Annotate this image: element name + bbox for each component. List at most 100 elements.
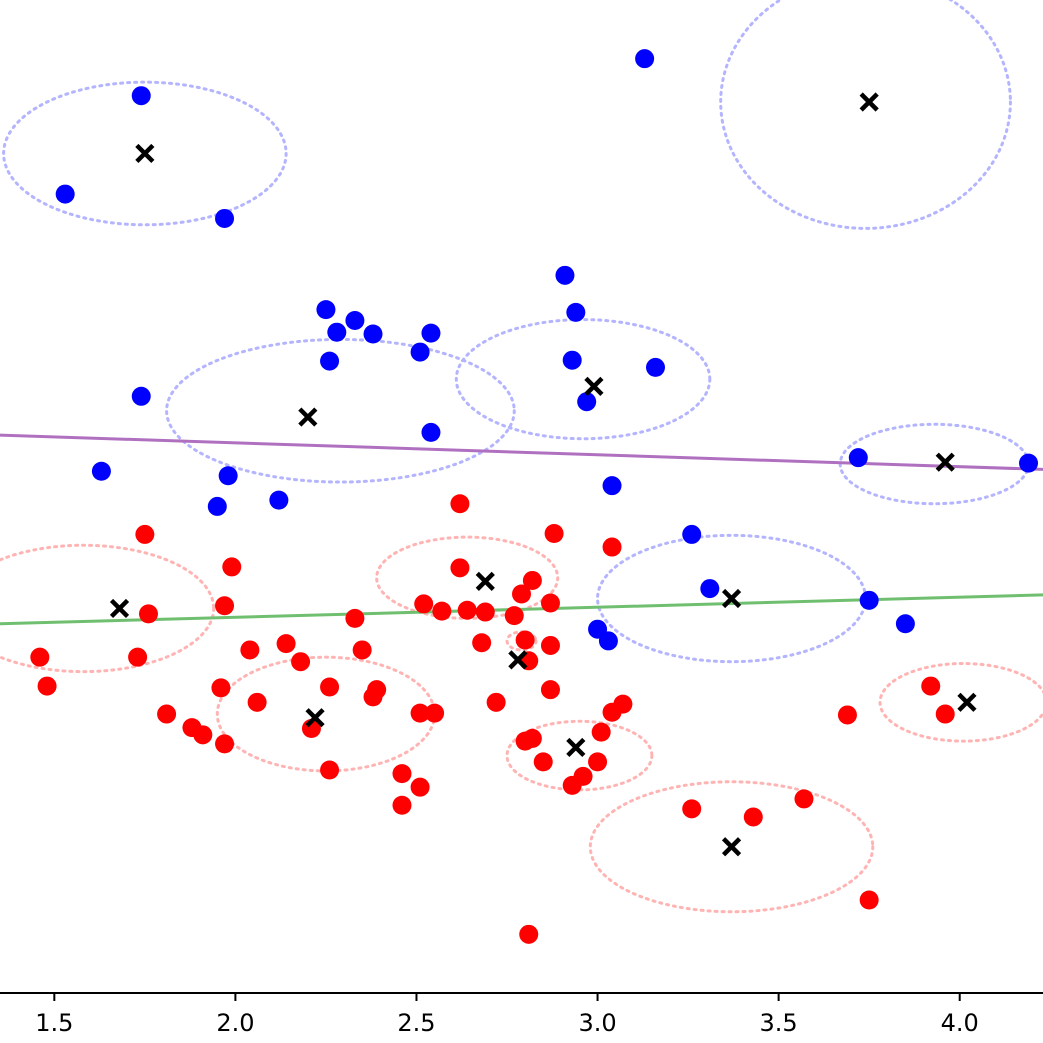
cluster-center-marker-8 (721, 588, 742, 609)
x-tick-label-1: 1.5 (35, 1009, 73, 1037)
cluster-center-marker-5 (935, 452, 955, 472)
red-point-53 (533, 752, 553, 772)
red-point-29 (211, 678, 231, 698)
blue-point-13 (320, 351, 340, 371)
red-point-40 (193, 725, 213, 745)
red-point-18 (30, 647, 50, 667)
blue-point-11 (566, 302, 586, 322)
red-point-35 (540, 680, 560, 700)
blue-point-19 (91, 461, 111, 481)
red-point-51 (320, 760, 340, 780)
red-point-24 (472, 633, 492, 653)
red-point-56 (562, 775, 582, 795)
red-point-57 (392, 795, 412, 815)
red-point-25 (515, 630, 535, 650)
cluster-center-marker-13 (721, 837, 742, 857)
cluster-center-marker-10 (305, 708, 325, 728)
blue-point-4 (635, 49, 655, 69)
red-point-48 (837, 705, 857, 725)
red-point-60 (743, 807, 763, 827)
blue-point-24 (848, 448, 868, 468)
blue-point-7 (345, 310, 365, 330)
blue-cluster-ellipse-1 (2, 80, 288, 227)
red-point-54 (588, 752, 608, 772)
blue-cluster-ellipse-2 (719, 0, 1012, 230)
red-point-37 (602, 702, 622, 722)
cluster-center-marker-7 (109, 598, 130, 619)
red-point-12 (457, 600, 477, 620)
blue-point-5 (555, 265, 575, 285)
red-point-11 (432, 601, 452, 621)
blue-point-20 (218, 466, 238, 486)
blue-point-25 (1019, 453, 1039, 473)
cluster-center-marker-6 (475, 571, 495, 591)
blue-point-22 (269, 490, 289, 510)
red-point-3 (450, 494, 470, 514)
red-point-31 (320, 677, 340, 697)
red-point-52 (392, 764, 412, 784)
x-tick-label-2: 2.0 (216, 1009, 254, 1037)
red-point-26 (540, 635, 560, 655)
red-point-14 (504, 606, 524, 626)
blue-point-31 (598, 631, 618, 651)
red-point-1 (135, 524, 155, 544)
cluster-center-marker-3 (298, 407, 318, 427)
cluster-center-marker-12 (957, 692, 977, 712)
blue-cluster-ellipse-4 (454, 318, 712, 441)
red-point-21 (276, 634, 296, 654)
red-point-15 (138, 604, 158, 624)
cluster-ellipses (0, 0, 1043, 914)
red-point-2 (222, 557, 242, 577)
red-point-41 (215, 734, 235, 754)
cluster-centers (109, 92, 977, 857)
red-cluster-ellipse-8 (0, 543, 216, 674)
red-point-59 (682, 799, 702, 819)
red-point-10 (414, 594, 434, 614)
blue-point-29 (895, 614, 915, 634)
red-point-16 (215, 596, 235, 616)
red-point-13 (475, 602, 495, 622)
red-point-6 (450, 558, 470, 578)
red-point-23 (352, 640, 372, 660)
red-point-49 (921, 676, 941, 696)
red-point-22 (291, 652, 311, 672)
red-point-47 (522, 728, 542, 748)
red-point-50 (935, 704, 955, 724)
red-point-5 (602, 537, 622, 557)
red-point-28 (37, 676, 57, 696)
blue-point-6 (316, 300, 336, 320)
x-tick-label-4: 3.0 (578, 1009, 616, 1037)
x-tick-label-6: 4.0 (941, 1009, 979, 1037)
blue-point-12 (410, 342, 430, 362)
blue-point-9 (363, 324, 383, 344)
blue-point-18 (421, 422, 441, 442)
red-cluster-ellipse-13 (588, 780, 875, 914)
blue-point-27 (700, 579, 720, 599)
red-point-61 (794, 789, 814, 809)
red-point-4 (544, 524, 564, 544)
red-cluster-ellipse-10 (215, 655, 437, 773)
blue-point-16 (131, 386, 151, 406)
blue-point-21 (207, 496, 227, 516)
red-point-17 (345, 608, 365, 628)
red-point-7 (522, 570, 542, 590)
blue-point-17 (577, 392, 597, 412)
blue-point-2 (55, 184, 75, 204)
x-axis: 1.5 2.0 2.5 3.0 3.5 4.0 (0, 992, 1043, 1037)
x-tick-label-3: 2.5 (397, 1009, 435, 1037)
red-point-30 (247, 692, 267, 712)
red-point-58 (410, 777, 430, 797)
red-point-9 (540, 593, 560, 613)
blue-point-1 (131, 86, 151, 106)
blue-point-3 (215, 208, 235, 228)
cluster-center-marker-4 (584, 376, 604, 396)
blue-point-15 (645, 357, 665, 377)
blue-point-10 (421, 323, 441, 343)
red-point-38 (157, 704, 177, 724)
blue-point-8 (327, 322, 347, 342)
red-point-33 (363, 687, 383, 707)
red-cluster-ellipse-12 (878, 662, 1043, 743)
cluster-center-marker-11 (566, 737, 586, 758)
red-point-34 (486, 692, 506, 712)
